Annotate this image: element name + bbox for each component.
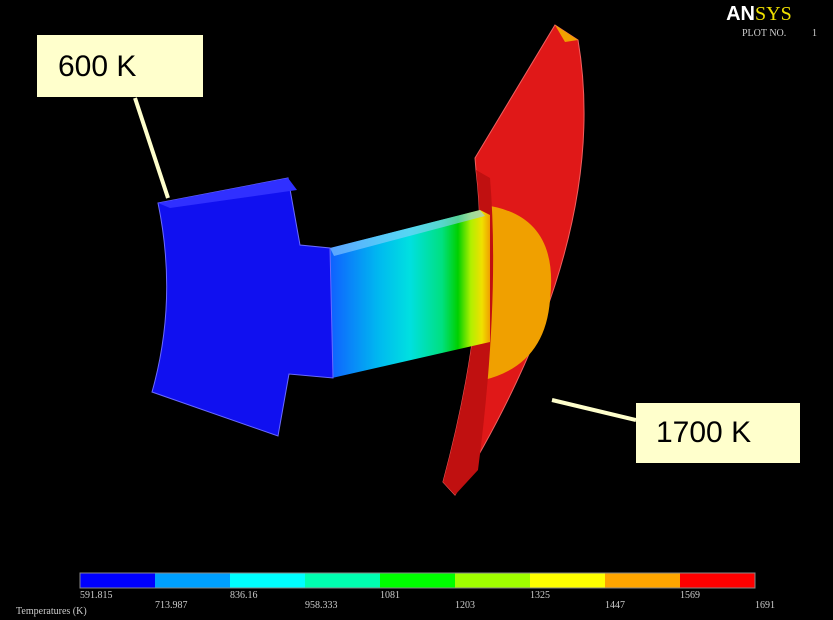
legend-label: 1081 xyxy=(380,590,400,601)
ansys-plot: AN SYS PLOT NO. 1 600 K 1700 K 591.815 71… xyxy=(0,0,833,620)
legend-band xyxy=(155,573,230,588)
legend-title: Temperatures (K) xyxy=(16,606,87,617)
legend-label: 1569 xyxy=(680,590,700,601)
legend-label: 836.16 xyxy=(230,590,258,601)
legend-label: 713.987 xyxy=(155,600,188,611)
legend-band xyxy=(80,573,155,588)
callout-text: 1700 K xyxy=(656,416,751,449)
legend-band xyxy=(455,573,530,588)
logo-sys: SYS xyxy=(755,3,792,25)
plot-number: 1 xyxy=(812,28,817,39)
plot-label: PLOT NO. xyxy=(742,28,786,39)
callout-text: 600 K xyxy=(58,50,136,83)
legend-label: 1447 xyxy=(605,600,625,611)
page: AN SYS PLOT NO. 1 600 K 1700 K 591.815 71… xyxy=(0,0,833,620)
legend-band xyxy=(230,573,305,588)
legend-band xyxy=(305,573,380,588)
legend-band xyxy=(605,573,680,588)
legend-label: 591.815 xyxy=(80,590,113,601)
legend-band xyxy=(530,573,605,588)
legend-label: 1325 xyxy=(530,590,550,601)
legend-band xyxy=(680,573,755,588)
legend-label: 958.333 xyxy=(305,600,338,611)
legend-label: 1691 xyxy=(755,600,775,611)
legend-label: 1203 xyxy=(455,600,475,611)
logo-an: AN xyxy=(726,3,755,25)
legend-band xyxy=(380,573,455,588)
